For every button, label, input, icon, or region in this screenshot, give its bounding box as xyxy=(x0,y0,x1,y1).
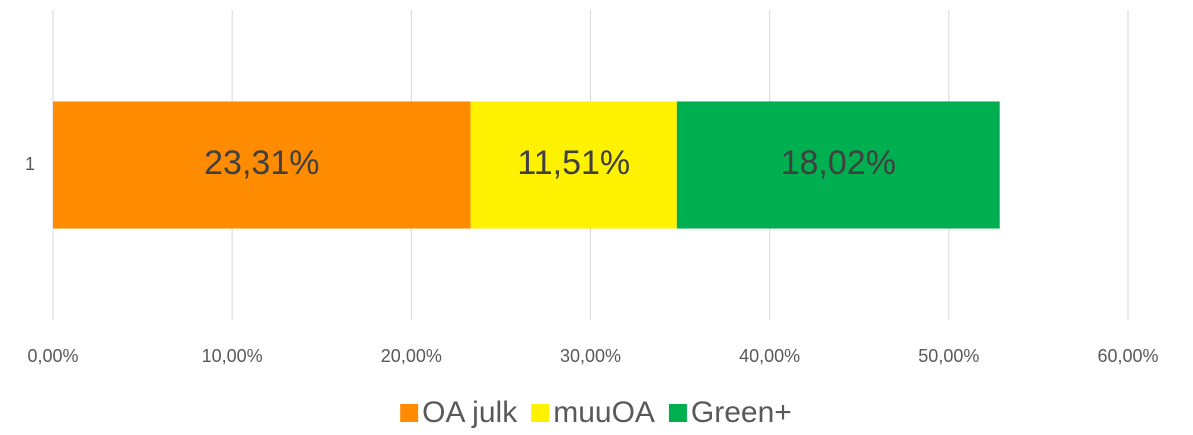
x-tick-label: 0,00% xyxy=(27,346,78,366)
legend-label: OA julk xyxy=(422,396,518,429)
legend-swatch xyxy=(668,404,687,422)
legend-swatch xyxy=(531,404,550,422)
bar-segment xyxy=(53,101,471,229)
legend-label: Green+ xyxy=(691,396,792,429)
x-tick-label: 30,00% xyxy=(560,346,621,366)
bar-segment xyxy=(470,101,677,229)
x-tick-label: 50,00% xyxy=(918,346,979,366)
x-tick-label: 10,00% xyxy=(202,346,263,366)
y-tick-label: 1 xyxy=(25,154,35,174)
data-label: 11,51% xyxy=(517,144,630,182)
data-label: 18,02% xyxy=(781,144,896,182)
bar-segment xyxy=(676,101,1000,229)
legend-label: muuOA xyxy=(553,396,655,429)
x-tick-label: 40,00% xyxy=(739,346,800,366)
x-tick-label: 20,00% xyxy=(381,346,442,366)
legend-swatch xyxy=(400,404,419,422)
data-label: 23,31% xyxy=(204,144,319,182)
x-tick-label: 60,00% xyxy=(1097,346,1158,366)
